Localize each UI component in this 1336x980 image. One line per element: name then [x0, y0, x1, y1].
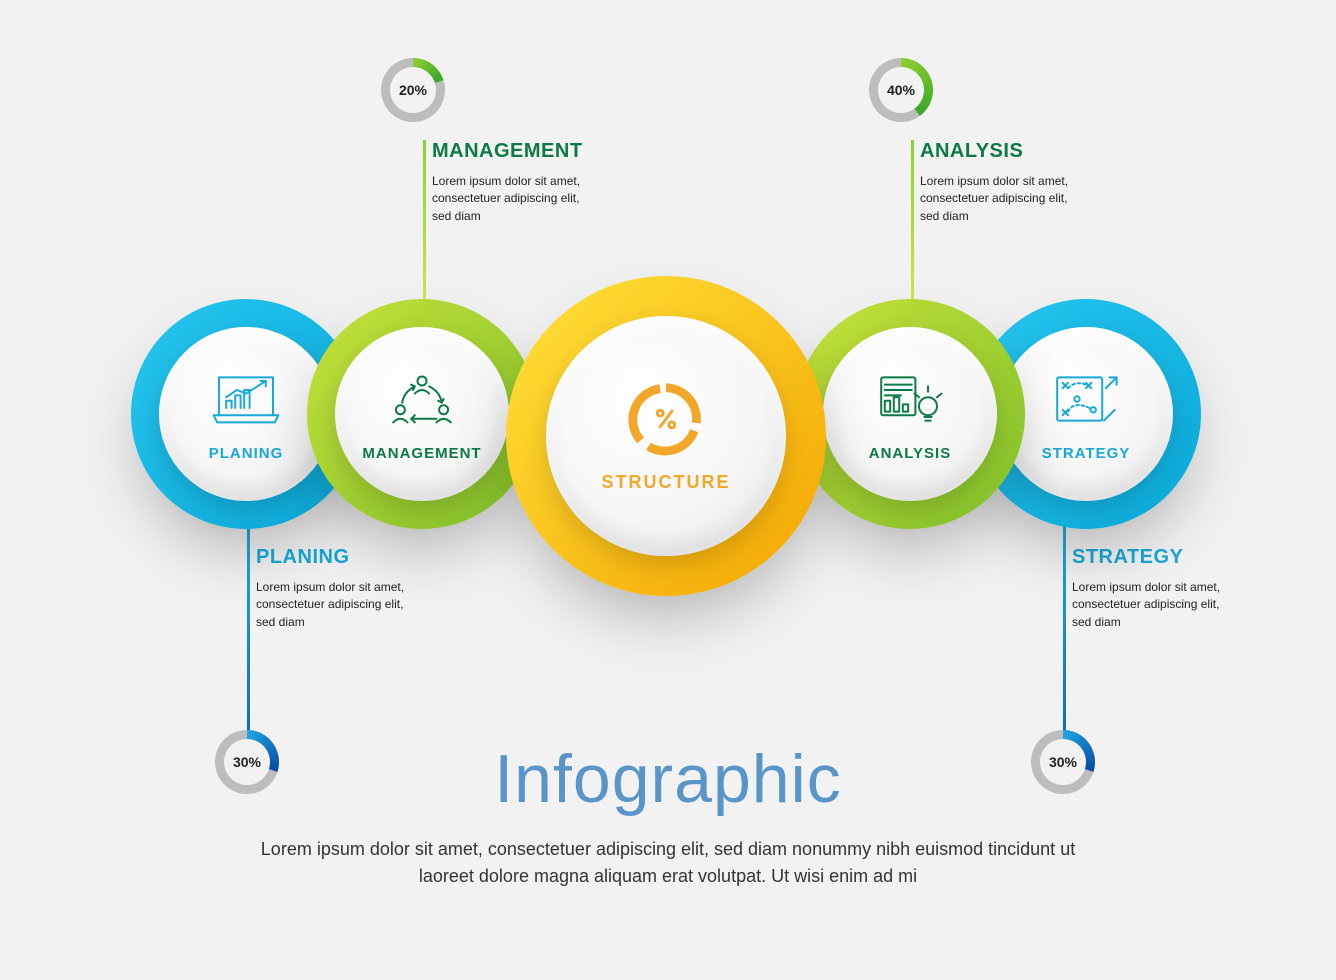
- tactics-board-icon: [1050, 367, 1122, 431]
- orbit-management: MANAGEMENT: [307, 299, 537, 529]
- callout-analysis-body: Lorem ipsum dolor sit amet, consectetuer…: [920, 173, 1070, 225]
- page-title: Infographic: [0, 740, 1336, 818]
- orbit-analysis-label: ANALYSIS: [869, 445, 951, 462]
- callout-planing-heading: PLANING: [256, 546, 406, 569]
- callout-analysis: ANALYSIS Lorem ipsum dolor sit amet, con…: [920, 140, 1070, 225]
- orbit-structure-inner: STRUCTURE: [546, 316, 786, 556]
- orbit-strategy-inner: STRATEGY: [999, 327, 1173, 501]
- orbit-management-label: MANAGEMENT: [362, 445, 481, 462]
- orbit-analysis-inner: ANALYSIS: [823, 327, 997, 501]
- callout-strategy: STRATEGY Lorem ipsum dolor sit amet, con…: [1072, 546, 1222, 631]
- callout-management-body: Lorem ipsum dolor sit amet, consectetuer…: [432, 173, 582, 225]
- callout-planing: PLANING Lorem ipsum dolor sit amet, cons…: [256, 546, 406, 631]
- orbit-analysis: ANALYSIS: [795, 299, 1025, 529]
- donut-analysis: 40%: [869, 58, 933, 122]
- callout-planing-body: Lorem ipsum dolor sit amet, consectetuer…: [256, 579, 406, 631]
- donut-percent-label: 40%: [878, 67, 924, 113]
- orbit-structure: STRUCTURE: [506, 276, 826, 596]
- report-bulb-icon: [874, 367, 946, 431]
- orbit-management-inner: MANAGEMENT: [335, 327, 509, 501]
- laptop-chart-icon: [210, 367, 282, 431]
- orbit-structure-label: STRUCTURE: [602, 472, 731, 493]
- donut-percent-label: 20%: [390, 67, 436, 113]
- title-block: Infographic Lorem ipsum dolor sit amet, …: [0, 740, 1336, 890]
- infographic-stage: PLANING MANAGEMENT: [0, 0, 1336, 980]
- people-cycle-icon: [386, 367, 458, 431]
- connector-strategy: [1063, 512, 1066, 730]
- connector-planing: [247, 512, 250, 730]
- callout-strategy-body: Lorem ipsum dolor sit amet, consectetuer…: [1072, 579, 1222, 631]
- callout-analysis-heading: ANALYSIS: [920, 140, 1070, 163]
- connector-analysis: [911, 140, 914, 312]
- callout-management-heading: MANAGEMENT: [432, 140, 582, 163]
- orbit-planing-label: PLANING: [209, 445, 284, 462]
- connector-management: [423, 140, 426, 312]
- percent-donut-icon: [624, 380, 708, 458]
- orbit-strategy-label: STRATEGY: [1042, 445, 1131, 462]
- donut-management: 20%: [381, 58, 445, 122]
- page-subtitle: Lorem ipsum dolor sit amet, consectetuer…: [258, 836, 1078, 890]
- callout-management: MANAGEMENT Lorem ipsum dolor sit amet, c…: [432, 140, 582, 225]
- callout-strategy-heading: STRATEGY: [1072, 546, 1222, 569]
